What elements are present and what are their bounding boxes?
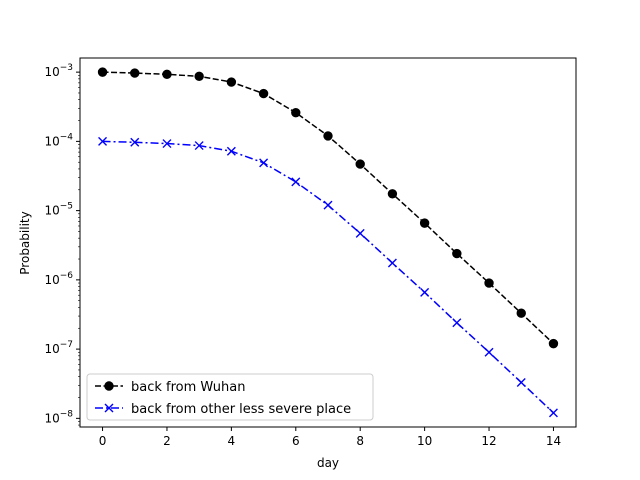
- data-point: [484, 278, 494, 288]
- x-tick-label: 14: [546, 434, 561, 448]
- data-point: [419, 218, 430, 228]
- data-point-stroke: [387, 258, 397, 268]
- data-point: [355, 228, 365, 238]
- data-point: [548, 408, 558, 418]
- data-point: [452, 248, 462, 259]
- x-tick-label: 2: [163, 434, 171, 448]
- data-point: [130, 68, 140, 78]
- legend-label-wuhan: back from Wuhan: [131, 380, 246, 395]
- data-point-stroke: [548, 408, 558, 418]
- data-point: [548, 338, 559, 349]
- legend-marker-other: [104, 403, 114, 413]
- data-point: [291, 107, 301, 118]
- data-point: [452, 318, 462, 328]
- plot-area: [80, 58, 576, 427]
- data-point: [98, 136, 108, 146]
- legend-marker-shape-stroke: [104, 403, 114, 413]
- data-point: [387, 189, 398, 199]
- data-point: [484, 347, 494, 357]
- legend-box: [86, 373, 374, 421]
- data-point: [194, 71, 204, 82]
- data-point-stroke: [194, 141, 204, 151]
- data-point-stroke: [484, 347, 494, 357]
- data-point-stroke: [291, 177, 301, 187]
- x-tick-label: 8: [356, 434, 364, 448]
- data-point: [291, 177, 301, 187]
- data-point-stroke: [98, 136, 108, 146]
- data-point-stroke: [259, 158, 269, 168]
- data-point: [516, 308, 526, 318]
- data-point: [516, 377, 526, 387]
- data-point: [323, 131, 333, 141]
- x-tick-label: 12: [481, 434, 496, 448]
- series-layer: [97, 67, 559, 418]
- data-point: [162, 139, 172, 149]
- data-point: [420, 287, 430, 297]
- legend-marker-shape: [104, 403, 114, 413]
- data-point: [387, 258, 397, 268]
- data-point: [226, 146, 236, 156]
- data-point: [258, 88, 269, 99]
- data-point-stroke: [226, 146, 236, 156]
- x-axis: 0 2 4 6 8 10 12 14: [99, 427, 561, 448]
- data-point-stroke: [452, 318, 462, 328]
- data-point-stroke: [516, 377, 526, 387]
- data-point: [259, 158, 269, 168]
- x-tick-label: 10: [417, 434, 432, 448]
- data-point: [162, 69, 172, 80]
- series-0: [97, 67, 559, 349]
- legend-marker-shape: [104, 381, 114, 391]
- x-axis-label: day: [317, 456, 339, 470]
- data-point: [194, 141, 204, 151]
- data-point-stroke: [162, 139, 172, 149]
- x-tick-label: 6: [292, 434, 300, 448]
- legend-marker-wuhan: [104, 381, 114, 391]
- data-point: [226, 77, 237, 87]
- y-axis-label: Probability: [18, 211, 32, 274]
- series-1: [98, 136, 558, 418]
- data-point-stroke: [420, 287, 430, 297]
- legend-label-other: back from other less severe place: [131, 402, 351, 417]
- x-tick-label: 4: [228, 434, 236, 448]
- data-point: [355, 159, 365, 169]
- data-point-stroke: [323, 200, 333, 210]
- data-point-stroke: [355, 228, 365, 238]
- plot-frame: [79, 57, 577, 428]
- x-tick-label: 0: [99, 434, 107, 448]
- data-point: [130, 137, 140, 147]
- legend: back from Wuhan back from other less sev…: [86, 373, 374, 421]
- data-point: [323, 200, 333, 210]
- data-point: [97, 67, 108, 77]
- data-point-stroke: [130, 137, 140, 147]
